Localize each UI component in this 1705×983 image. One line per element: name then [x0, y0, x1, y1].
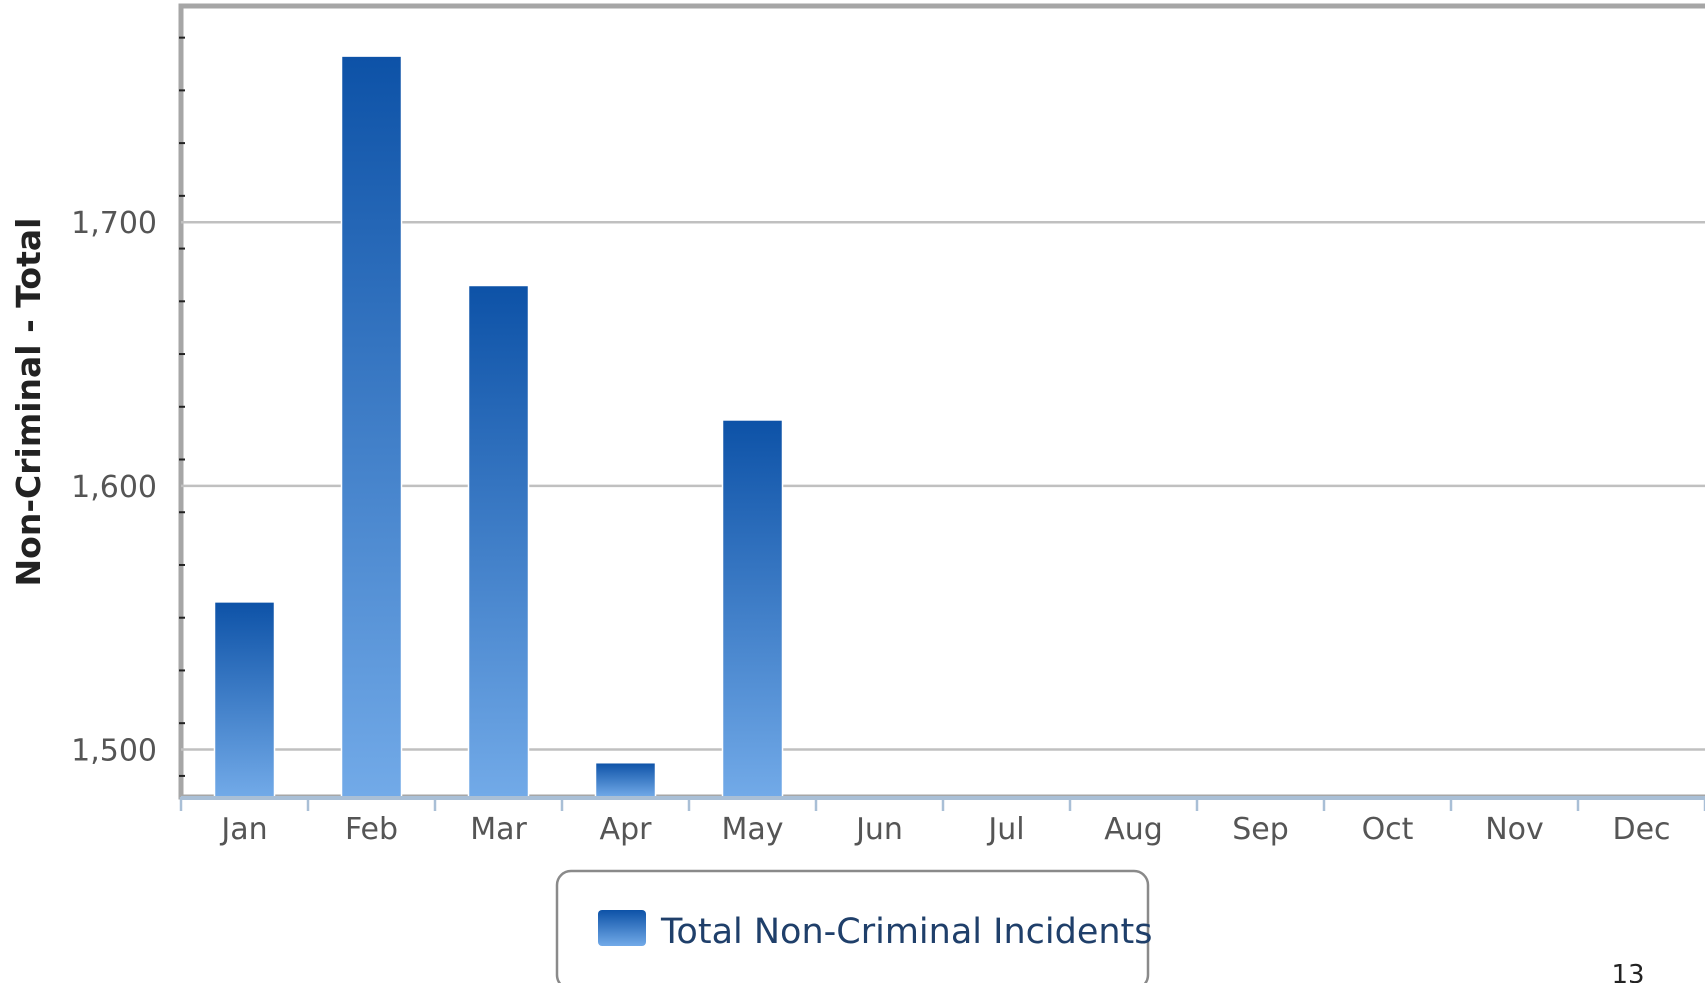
x-tick-marks: [179, 797, 1705, 811]
x-tick-label-mar: Mar: [470, 812, 527, 847]
bar-apr: [594, 761, 657, 798]
x-tick-label-aug: Aug: [1104, 812, 1163, 847]
x-tick-label-jan: Jan: [219, 812, 267, 847]
y-tick-label: 1,500: [71, 734, 157, 769]
legend-swatch: [598, 910, 646, 946]
plot-frame: [178, 3, 1705, 800]
bar-jan: [213, 601, 276, 798]
x-tick-label-jun: Jun: [854, 812, 903, 847]
y-tick-labels: 1,500 1,600 1,700: [71, 206, 157, 768]
x-tick-label-nov: Nov: [1485, 812, 1544, 847]
page-number: 13: [1611, 960, 1644, 983]
y-minor-ticks: [179, 36, 185, 777]
x-tick-labels: Jan Feb Mar Apr May Jun Jul Aug Sep Oct Nov Dec: [219, 812, 1670, 847]
legend: Total Non-Criminal Incidents: [555, 869, 1153, 983]
bar-mar: [467, 284, 530, 798]
bar-may: [721, 419, 784, 798]
y-axis-title: Non-Criminal - Total: [9, 218, 48, 587]
x-tick-label-oct: Oct: [1362, 812, 1414, 847]
x-tick-label-jul: Jul: [986, 812, 1024, 847]
x-tick-label-dec: Dec: [1612, 812, 1670, 847]
legend-box: [555, 869, 1150, 983]
bar-feb: [340, 55, 403, 798]
x-tick-label-feb: Feb: [345, 812, 398, 847]
x-tick-label-apr: Apr: [600, 812, 653, 847]
bars: [213, 55, 784, 798]
y-tick-label: 1,600: [71, 470, 157, 505]
x-tick-label-may: May: [721, 812, 783, 847]
gridlines: [181, 220, 1705, 751]
legend-label: Total Non-Criminal Incidents: [660, 912, 1153, 952]
y-tick-label: 1,700: [71, 206, 157, 241]
x-tick-label-sep: Sep: [1232, 812, 1289, 847]
